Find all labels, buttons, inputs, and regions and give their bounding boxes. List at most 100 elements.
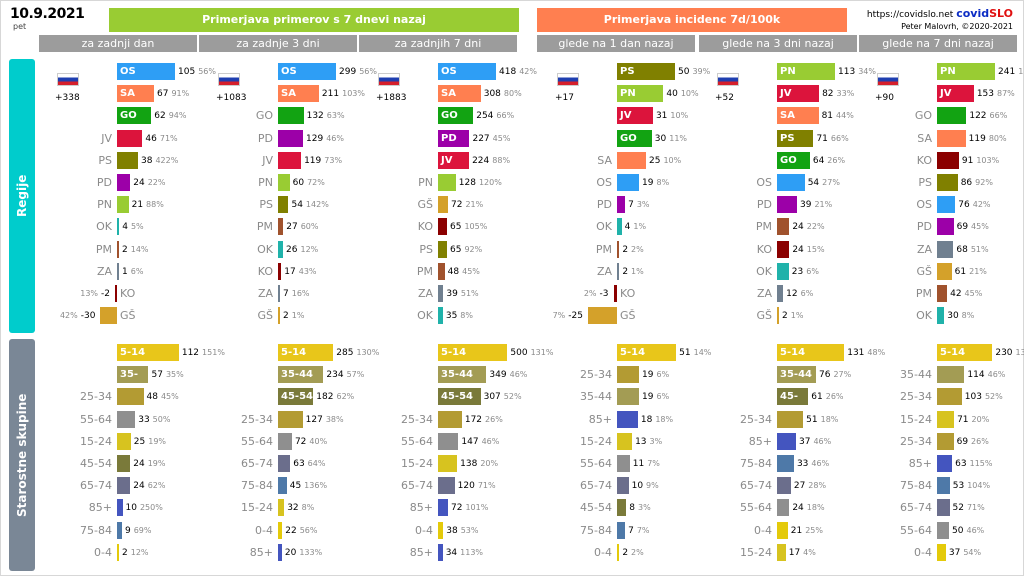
age-5-bar: 45-54 [777, 388, 809, 419]
region-2-bar [278, 129, 304, 147]
region-4-value: 4 1% [624, 222, 647, 233]
region-4-bar [617, 151, 646, 169]
age-3-label: 25-34 [401, 412, 433, 426]
age-6-value: 63 115% [955, 459, 993, 469]
region-5-value: 82 33% [822, 89, 855, 100]
age-4-bar [617, 366, 640, 384]
age-1-value: 57 35% [151, 370, 184, 381]
region-5-label: ZA [756, 287, 772, 300]
age-3-bar [438, 432, 459, 450]
region-2-label: PD [257, 131, 273, 145]
region-5-bar: PN [777, 63, 835, 80]
age-3-value: 138 20% [460, 459, 499, 469]
region-6-bar: JV [937, 85, 974, 103]
age-4-bar [617, 477, 629, 495]
region-4-label: PD [596, 198, 612, 212]
age-1-bar [117, 477, 131, 495]
age-5-value: 131 48% [847, 348, 886, 358]
age-3-label: 55-64 [401, 434, 433, 448]
region-4-value: 2% -3 [583, 289, 609, 299]
region-4-value: 7 3% [628, 200, 650, 211]
age-1-bar [117, 543, 119, 561]
age-5-bar [777, 543, 786, 561]
credit-line: https://covidslo.net covidSLO [867, 7, 1013, 20]
region-4-value: 31 10% [655, 111, 689, 122]
age-3-label: 65-74 [401, 479, 433, 493]
region-1-value: 105 56% [178, 67, 216, 77]
region-4-bar [617, 174, 640, 191]
age-2-label: 0-4 [255, 523, 273, 537]
region-5-label: GŠ [756, 309, 772, 323]
credit-url[interactable]: https://covidslo.net [866, 10, 954, 20]
region-1-value: 42% -30 [59, 311, 96, 322]
region-2-value: 17 43% [284, 266, 317, 277]
age-1-label: 25-34 [80, 390, 112, 404]
region-5-bar [777, 218, 790, 236]
age-6-value: 230131% [995, 348, 1024, 358]
region-6-bar [937, 218, 954, 236]
region-5-label: PD [756, 198, 772, 212]
age-2-bar [278, 455, 291, 472]
age-5-label: 75-84 [740, 457, 772, 470]
region-1-bar [115, 285, 117, 302]
region-4-label: ZA [596, 264, 612, 278]
column-header-4: glede na 1 dan nazaj [537, 35, 695, 52]
region-5-value: 12 6% [786, 289, 814, 299]
age-5-value: 61 26% [811, 392, 844, 403]
age-3-bar [438, 499, 448, 517]
region-3-value: 227 45% [472, 133, 511, 144]
region-4-value: 40 10% [666, 89, 699, 100]
age-1-value: 2 12% [122, 547, 149, 558]
region-2-label: KO [257, 264, 273, 278]
region-5-value: 24 22% [792, 222, 825, 233]
region-6-value: 30 8% [947, 311, 975, 322]
region-1-bar [117, 262, 119, 280]
region-6-label: OS [916, 198, 932, 212]
region-1-label: OK [96, 220, 112, 234]
region-6-bar [937, 307, 945, 325]
region-3-bar: JV [438, 151, 470, 169]
age-2-value: 32 8% [287, 503, 315, 514]
region-4-bar [617, 262, 620, 280]
region-4-value: 2 2% [622, 244, 644, 255]
age-4-label: 35-44 [580, 390, 612, 404]
age-4-label: 65-74 [580, 479, 612, 493]
region-2-label: GŠ [257, 309, 273, 323]
region-5-value: 113 34% [838, 67, 876, 77]
section-regions-label: Regije [15, 174, 29, 218]
age-6-value: 69 26% [956, 436, 989, 447]
region-1-value: 46 71% [145, 133, 178, 144]
age-4-value: 2 2% [622, 547, 644, 558]
region-6-label: PS [918, 176, 932, 189]
age-2-bar: 5-14 [278, 344, 334, 361]
region-3-value: 65 105% [450, 222, 488, 233]
region-3-label: PS [419, 242, 433, 256]
region-6-bar [937, 174, 958, 191]
region-3-value: 39 51% [446, 289, 479, 299]
age-4-bar: 5-14 [617, 344, 677, 361]
age-6-label: 25-34 [900, 434, 932, 448]
region-2-value: 7 16% [283, 289, 310, 299]
region-2-bar [278, 240, 284, 258]
age-1-label: 75-84 [80, 523, 112, 537]
region-3-bar [438, 218, 448, 236]
region-2-value: 2 1% [283, 311, 305, 322]
age-4-bar [617, 521, 626, 539]
region-6-value: 76 42% [958, 200, 991, 211]
age-6-bar [937, 521, 950, 539]
age-2-value: 72 40% [294, 436, 328, 447]
column-header-2: za zadnje 3 dni [199, 35, 357, 52]
region-4-value: 2 1% [622, 266, 644, 277]
age-1-label: 85+ [88, 501, 112, 515]
age-4-value: 7 7% [628, 525, 650, 536]
region-6-bar [937, 240, 954, 258]
region-2-value: 27 60% [286, 222, 319, 233]
region-5-value: 54 27% [807, 178, 840, 188]
age-3-value: 147 46% [461, 436, 500, 447]
age-3-label: 15-24 [401, 457, 433, 470]
region-3-bar [438, 240, 448, 258]
age-2-bar [278, 521, 283, 539]
age-1-value: 24 62% [133, 481, 166, 492]
slovenia-flag-icon [717, 73, 739, 86]
total-delta: +17 [555, 93, 574, 103]
